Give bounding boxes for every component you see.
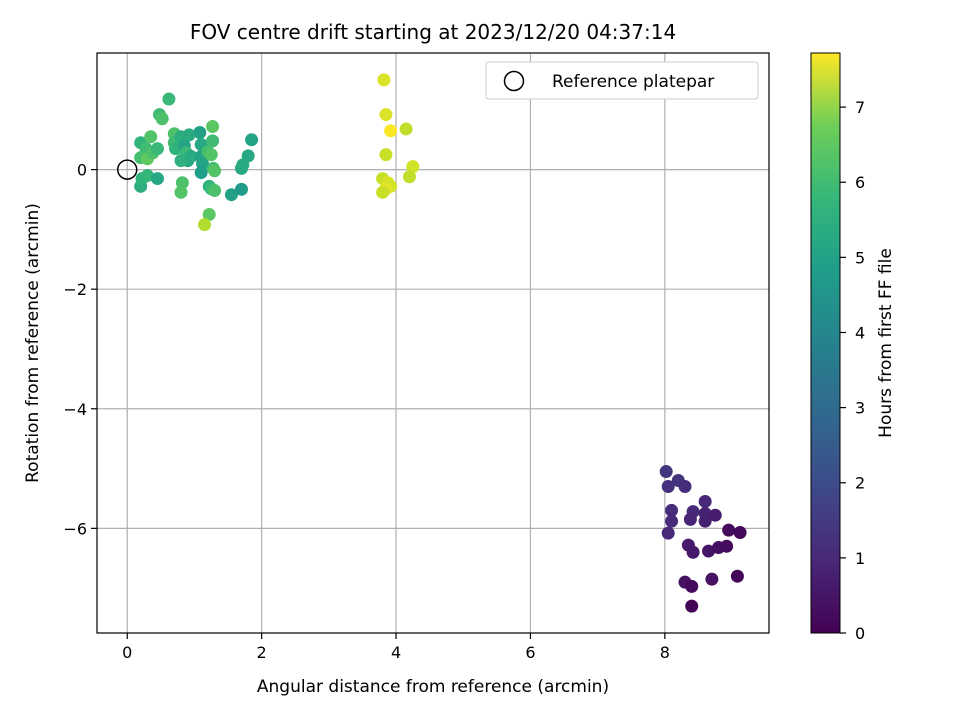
legend: Reference platepar [485, 61, 759, 100]
colorbar-tick-label: 2 [855, 474, 865, 493]
scatter-point [722, 523, 736, 537]
legend-box [485, 61, 759, 100]
scatter-point [150, 142, 164, 156]
scatter-point [182, 128, 196, 142]
scatter-point [698, 514, 712, 528]
reference-platepar-marker [116, 159, 138, 180]
y-tick-label: −6 [63, 519, 87, 538]
chart-title: FOV centre drift starting at 2023/12/20 … [190, 20, 676, 44]
scatter-point [376, 185, 390, 199]
plot-frame [96, 52, 770, 634]
scatter-points [134, 73, 747, 613]
scatter-point [193, 126, 207, 140]
x-tick-label: 8 [660, 643, 670, 662]
scatter-point [678, 480, 692, 494]
scatter-point [162, 92, 176, 106]
colorbar-tick-label: 6 [855, 173, 865, 192]
scatter-point [659, 465, 673, 479]
scatter-point [377, 73, 391, 87]
scatter-point [208, 184, 222, 198]
scatter-point [198, 218, 212, 232]
scatter-point [730, 569, 744, 583]
x-tick-label: 6 [525, 643, 535, 662]
legend-entry-reference: Reference platepar [552, 72, 714, 92]
y-axis-label: Rotation from reference (arcmin) [23, 203, 43, 483]
scatter-point [184, 149, 198, 163]
colorbar-label: Hours from first FF file [876, 248, 896, 438]
colorbar-ticks: 0 1 2 3 4 5 6 7 [840, 98, 865, 643]
scatter-point [202, 207, 216, 221]
scatter-point [155, 112, 169, 126]
reference-marker [116, 159, 138, 180]
scatter-point [150, 172, 164, 186]
scatter-point [683, 512, 697, 526]
scatter-point [406, 160, 420, 174]
scatter-point [708, 508, 722, 522]
colorbar: 0 1 2 3 4 5 6 7 Hours from first FF file [810, 52, 896, 643]
scatter-point [194, 166, 208, 180]
scatter-point [399, 122, 413, 136]
scatter-point [241, 149, 255, 163]
scatter-point [702, 544, 716, 558]
scatter-point [245, 133, 259, 147]
scatter-point [234, 182, 248, 196]
y-tick-label: −2 [63, 280, 87, 299]
scatter-point [384, 124, 398, 138]
x-tick-label: 2 [257, 643, 267, 662]
scatter-point [665, 514, 679, 528]
y-tick-label: −4 [63, 400, 87, 419]
scatter-point [686, 545, 700, 559]
x-axis-ticks: 0 2 4 6 8 [122, 633, 670, 662]
colorbar-tick-label: 4 [855, 323, 865, 342]
scatter-point [661, 526, 675, 540]
y-tick-label: 0 [77, 161, 87, 180]
colorbar-tick-label: 0 [855, 624, 865, 643]
colorbar-tick-label: 3 [855, 399, 865, 418]
legend-reference-marker [503, 70, 525, 92]
scatter-point [705, 572, 719, 586]
scatter-point [720, 539, 734, 553]
scatter-point [685, 599, 699, 613]
scatter-point [665, 503, 679, 517]
colorbar-tick-label: 7 [855, 98, 865, 117]
x-tick-label: 0 [122, 643, 132, 662]
scatter-point [379, 148, 393, 162]
plot-area: 0 2 4 6 8 0 −2 −4 −6 [63, 52, 770, 662]
scatter-point [174, 185, 188, 199]
scatter-point [175, 176, 189, 190]
scatter-point [661, 480, 675, 494]
x-tick-label: 4 [391, 643, 401, 662]
scatter-point [698, 494, 712, 508]
colorbar-gradient [810, 52, 841, 634]
y-axis-ticks: 0 −2 −4 −6 [63, 161, 97, 538]
scatter-point [144, 130, 158, 144]
scatter-point [402, 170, 416, 184]
scatter-point [208, 164, 222, 178]
scatter-point [174, 154, 188, 168]
scatter-point [379, 108, 393, 122]
scatter-point [685, 579, 699, 593]
colorbar-tick-label: 5 [855, 248, 865, 267]
scatter-point [140, 169, 154, 183]
scatter-point [733, 526, 747, 540]
scatter-point [224, 188, 238, 202]
x-axis-label: Angular distance from reference (arcmin) [257, 677, 609, 697]
scatter-point [206, 134, 220, 148]
scatter-point [206, 120, 220, 134]
grid [97, 53, 769, 633]
colorbar-tick-label: 1 [855, 549, 865, 568]
scatter-point [204, 148, 218, 162]
